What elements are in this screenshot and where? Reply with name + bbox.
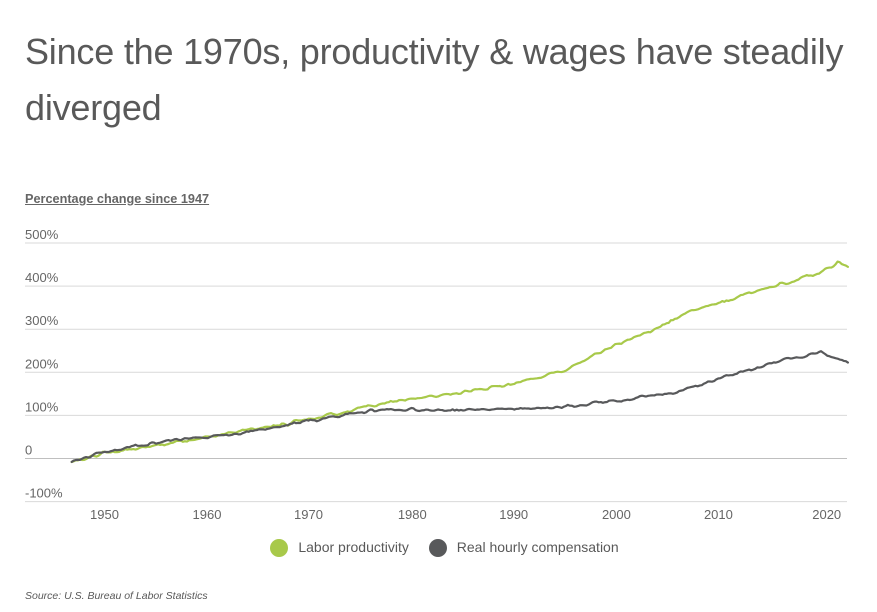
svg-text:1980: 1980 xyxy=(398,507,427,520)
svg-text:0: 0 xyxy=(25,443,32,458)
svg-text:1950: 1950 xyxy=(90,507,119,520)
svg-text:2010: 2010 xyxy=(704,507,733,520)
svg-text:200%: 200% xyxy=(25,356,59,371)
svg-text:300%: 300% xyxy=(25,313,59,328)
svg-text:500%: 500% xyxy=(25,227,59,242)
svg-text:2020: 2020 xyxy=(812,507,841,520)
svg-text:1970: 1970 xyxy=(294,507,323,520)
svg-text:2000: 2000 xyxy=(602,507,631,520)
svg-text:-100%: -100% xyxy=(25,486,63,501)
svg-text:100%: 100% xyxy=(25,399,59,414)
svg-text:1990: 1990 xyxy=(499,507,528,520)
svg-text:1960: 1960 xyxy=(193,507,222,520)
svg-text:400%: 400% xyxy=(25,270,59,285)
